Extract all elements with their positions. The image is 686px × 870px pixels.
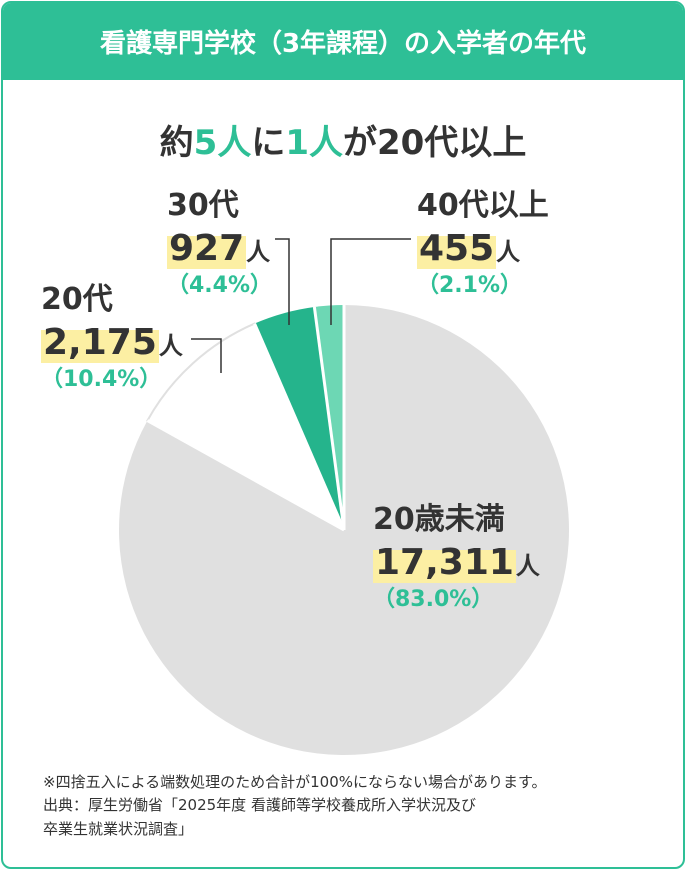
chart-header: 看護専門学校（3年課程）の入学者の年代 (3, 3, 683, 80)
label-20s: 20代 2,175人 （10.4%） (41, 285, 183, 391)
label-40plus-unit: 人 (496, 238, 521, 266)
leader-30s (275, 238, 290, 325)
label-20s-age: 20代 (41, 282, 113, 317)
pie-slice-age20s (146, 322, 347, 533)
chart-header-title: 看護専門学校（3年課程）の入学者の年代 (99, 29, 587, 59)
label-under20: 20歳未満 17,311人 （83.0%） (373, 505, 540, 611)
label-30s: 30代 927人 （4.4%） (167, 191, 272, 297)
leader-40plus (330, 238, 411, 325)
pie-chart (119, 238, 569, 755)
leader-20s (191, 338, 222, 373)
headline-highlight-1: 5人 (193, 123, 252, 163)
label-under20-age: 20歳未満 (373, 502, 505, 537)
label-30s-unit: 人 (246, 238, 271, 266)
headline-prefix: 約 (159, 123, 194, 163)
headline-highlight-2: 1人 (285, 123, 343, 163)
label-under20-percent: （83.0%） (373, 587, 494, 612)
headline-suffix: が20代以上 (343, 123, 527, 163)
footnote-source-1: 出典：厚生労働省「2025年度 看護師等学校養成所入学状況及び (43, 796, 476, 815)
footnotes: ※四捨五入による端数処理のため合計が100%にならない場合があります。 出典：厚… (43, 771, 547, 841)
label-40plus: 40代以上 455人 （2.1%） (417, 191, 549, 297)
headline: 約5人に1人が20代以上 (3, 115, 683, 164)
footnote-rounding: ※四捨五入による端数処理のため合計が100%にならない場合があります。 (43, 773, 547, 791)
headline-middle: に (251, 123, 286, 163)
slice-separator (146, 419, 345, 532)
label-40plus-percent: （2.1%） (417, 273, 523, 298)
label-30s-count: 927 (167, 228, 247, 269)
label-under20-unit: 人 (515, 552, 540, 580)
footnote-source-2: 卒業生就業状況調査」 (43, 819, 194, 838)
label-30s-percent: （4.4%） (167, 273, 273, 298)
label-40plus-age: 40代以上 (417, 188, 549, 223)
label-30s-age: 30代 (167, 188, 239, 223)
label-20s-count: 2,175 (41, 322, 159, 363)
slice-separator (253, 322, 346, 531)
label-under20-count: 17,311 (373, 542, 516, 583)
slice-separator (312, 306, 346, 531)
label-20s-percent: （10.4%） (41, 367, 162, 392)
label-40plus-count: 455 (417, 228, 497, 269)
label-20s-unit: 人 (158, 332, 183, 360)
